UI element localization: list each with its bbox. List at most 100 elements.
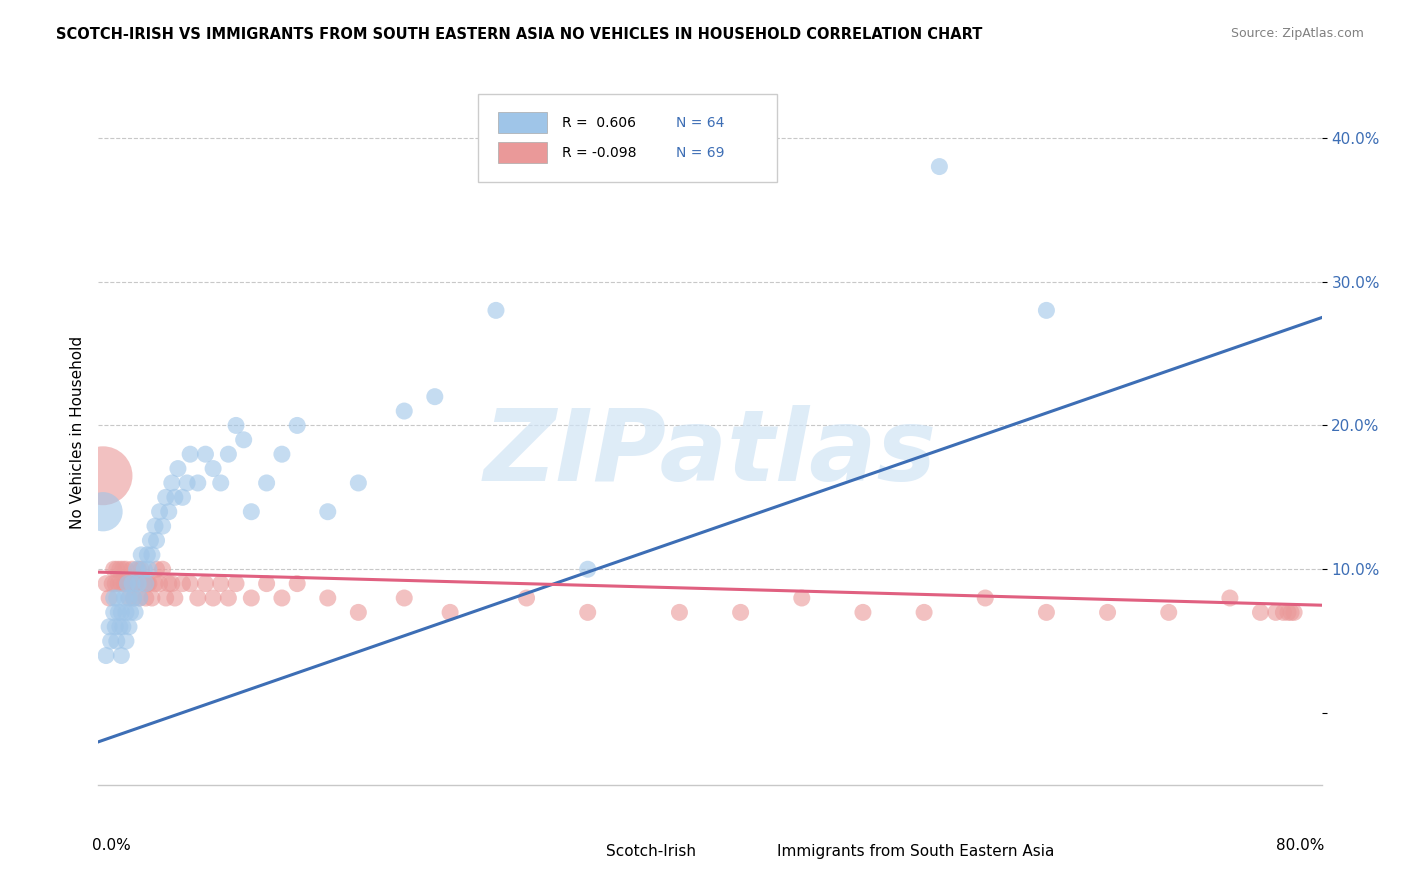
Point: [1219, 591, 1241, 605]
Point: [139, 533, 162, 548]
Point: [217, 591, 239, 605]
Text: R = -0.098: R = -0.098: [562, 146, 637, 160]
Point: [179, 447, 201, 461]
Point: [347, 606, 370, 620]
Point: [115, 562, 138, 576]
Point: [124, 576, 146, 591]
Point: [256, 576, 278, 591]
Point: [135, 591, 157, 605]
Point: [1272, 606, 1295, 620]
Point: [111, 562, 134, 576]
Point: [134, 576, 156, 591]
Point: [91, 505, 114, 519]
Text: N = 69: N = 69: [676, 146, 724, 160]
Point: [172, 576, 194, 591]
Text: 0.0%: 0.0%: [93, 838, 131, 853]
Point: [143, 519, 166, 533]
Point: [118, 620, 141, 634]
Point: [107, 606, 129, 620]
Point: [118, 591, 141, 605]
Point: [270, 447, 292, 461]
Point: [194, 576, 217, 591]
Point: [668, 606, 690, 620]
Point: [439, 606, 461, 620]
Point: [1264, 606, 1286, 620]
Text: Immigrants from South Eastern Asia: Immigrants from South Eastern Asia: [778, 845, 1054, 859]
Point: [98, 620, 121, 634]
Point: [117, 576, 139, 591]
Point: [852, 606, 875, 620]
Point: [240, 505, 263, 519]
Point: [110, 648, 132, 663]
Text: Source: ZipAtlas.com: Source: ZipAtlas.com: [1230, 27, 1364, 40]
Point: [912, 606, 935, 620]
Point: [194, 447, 217, 461]
Point: [145, 562, 167, 576]
Point: [107, 576, 129, 591]
FancyBboxPatch shape: [498, 143, 547, 163]
Point: [115, 634, 138, 648]
Point: [1097, 606, 1119, 620]
Point: [110, 606, 132, 620]
Point: [155, 591, 177, 605]
Point: [163, 591, 186, 605]
Point: [167, 461, 190, 475]
Point: [141, 548, 163, 562]
Text: 80.0%: 80.0%: [1275, 838, 1324, 853]
Text: SCOTCH-IRISH VS IMMIGRANTS FROM SOUTH EASTERN ASIA NO VEHICLES IN HOUSEHOLD CORR: SCOTCH-IRISH VS IMMIGRANTS FROM SOUTH EA…: [56, 27, 983, 42]
Point: [105, 591, 128, 605]
Point: [141, 591, 163, 605]
Point: [1282, 606, 1305, 620]
Point: [155, 491, 177, 505]
Point: [576, 606, 599, 620]
Point: [149, 505, 172, 519]
Point: [122, 591, 145, 605]
Point: [225, 418, 247, 433]
Point: [129, 562, 152, 576]
Point: [108, 562, 131, 576]
Point: [149, 576, 172, 591]
Point: [100, 634, 122, 648]
Point: [157, 505, 180, 519]
Point: [270, 591, 292, 605]
Point: [1035, 606, 1057, 620]
Y-axis label: No Vehicles in Household: No Vehicles in Household: [69, 336, 84, 529]
Point: [120, 576, 142, 591]
Point: [179, 576, 201, 591]
Point: [134, 562, 156, 576]
Point: [138, 576, 160, 591]
Point: [105, 634, 128, 648]
Point: [1277, 606, 1299, 620]
Point: [125, 576, 148, 591]
Point: [152, 562, 174, 576]
Point: [172, 491, 194, 505]
Point: [209, 576, 232, 591]
Point: [157, 576, 180, 591]
Point: [187, 591, 209, 605]
Point: [1279, 606, 1302, 620]
Point: [1249, 606, 1271, 620]
Point: [91, 468, 114, 483]
Point: [209, 475, 232, 490]
Point: [217, 447, 239, 461]
Point: [103, 562, 125, 576]
Point: [225, 576, 247, 591]
Point: [115, 606, 138, 620]
Point: [111, 620, 134, 634]
Point: [117, 576, 139, 591]
Point: [121, 562, 143, 576]
Point: [790, 591, 813, 605]
Point: [112, 591, 135, 605]
Point: [163, 491, 186, 505]
Text: ZIPatlas: ZIPatlas: [484, 405, 936, 502]
Point: [128, 591, 150, 605]
Point: [127, 576, 149, 591]
Point: [423, 390, 446, 404]
Text: N = 64: N = 64: [676, 116, 724, 129]
Point: [160, 576, 183, 591]
Point: [187, 475, 209, 490]
Point: [232, 433, 254, 447]
Point: [104, 576, 127, 591]
Point: [110, 576, 132, 591]
Point: [118, 591, 141, 605]
